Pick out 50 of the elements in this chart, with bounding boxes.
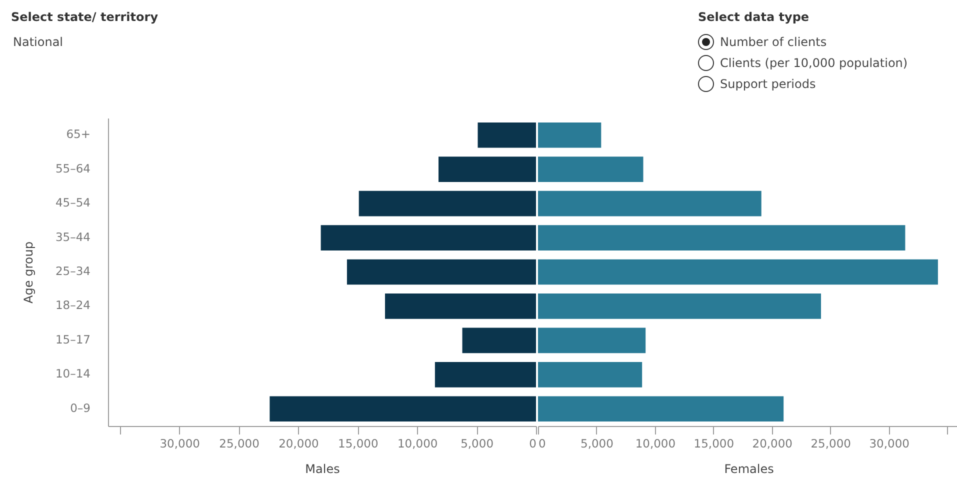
x-axis-title: Females (724, 462, 774, 476)
bar (538, 362, 642, 388)
y-axis-title: Age group (21, 242, 36, 304)
y-tick-label: 0–9 (70, 400, 90, 415)
text: Clients (per 10,000 population) (720, 56, 908, 70)
y-tick-label: 65+ (66, 127, 90, 142)
bar (270, 396, 536, 422)
y-tick-label: 45–54 (55, 196, 90, 210)
x-tick-label: 10,000 (397, 436, 438, 450)
x-axis-title: Males (305, 462, 340, 476)
x-tick-label: 25,000 (219, 436, 260, 450)
bar (478, 122, 536, 148)
bar (358, 190, 536, 216)
x-tick-label: 30,000 (869, 436, 910, 450)
bar (538, 259, 938, 285)
bar (538, 190, 762, 216)
x-tick-label: 0 (538, 436, 546, 450)
bar (538, 225, 906, 250)
bar (538, 328, 646, 354)
bar (438, 156, 536, 182)
bar (538, 294, 822, 319)
x-tick-label: 20,000 (278, 436, 319, 450)
text: National (13, 35, 64, 49)
x-tick-label: 30,000 (160, 436, 200, 450)
bar (346, 259, 536, 285)
bar (538, 396, 784, 422)
y-tick-label: 18–24 (55, 298, 90, 312)
bar (320, 225, 536, 250)
bar (462, 328, 536, 354)
x-tick-label: 5,000 (460, 436, 494, 450)
bar (434, 362, 536, 388)
bar (538, 122, 602, 148)
text: Number of clients (720, 35, 827, 49)
x-tick-label: 15,000 (338, 436, 378, 450)
bar (385, 294, 536, 319)
text: Select state/ territory (11, 10, 158, 24)
y-tick-label: 10–14 (55, 366, 90, 381)
x-tick-label: 5,000 (580, 436, 614, 450)
x-tick-label: 20,000 (752, 436, 793, 450)
text: Support periods (720, 77, 816, 91)
y-tick-label: 55–64 (55, 161, 90, 176)
y-tick-label: 15–17 (55, 332, 90, 346)
text: Select data type (698, 10, 810, 24)
y-tick-label: 25–34 (55, 264, 90, 278)
y-tick-label: 35–44 (55, 230, 90, 244)
x-tick-label: 10,000 (635, 436, 676, 450)
bar (538, 156, 644, 182)
x-tick-label: 25,000 (810, 436, 851, 450)
x-tick-label: 15,000 (694, 436, 734, 450)
x-tick-label: 0 (529, 436, 536, 450)
